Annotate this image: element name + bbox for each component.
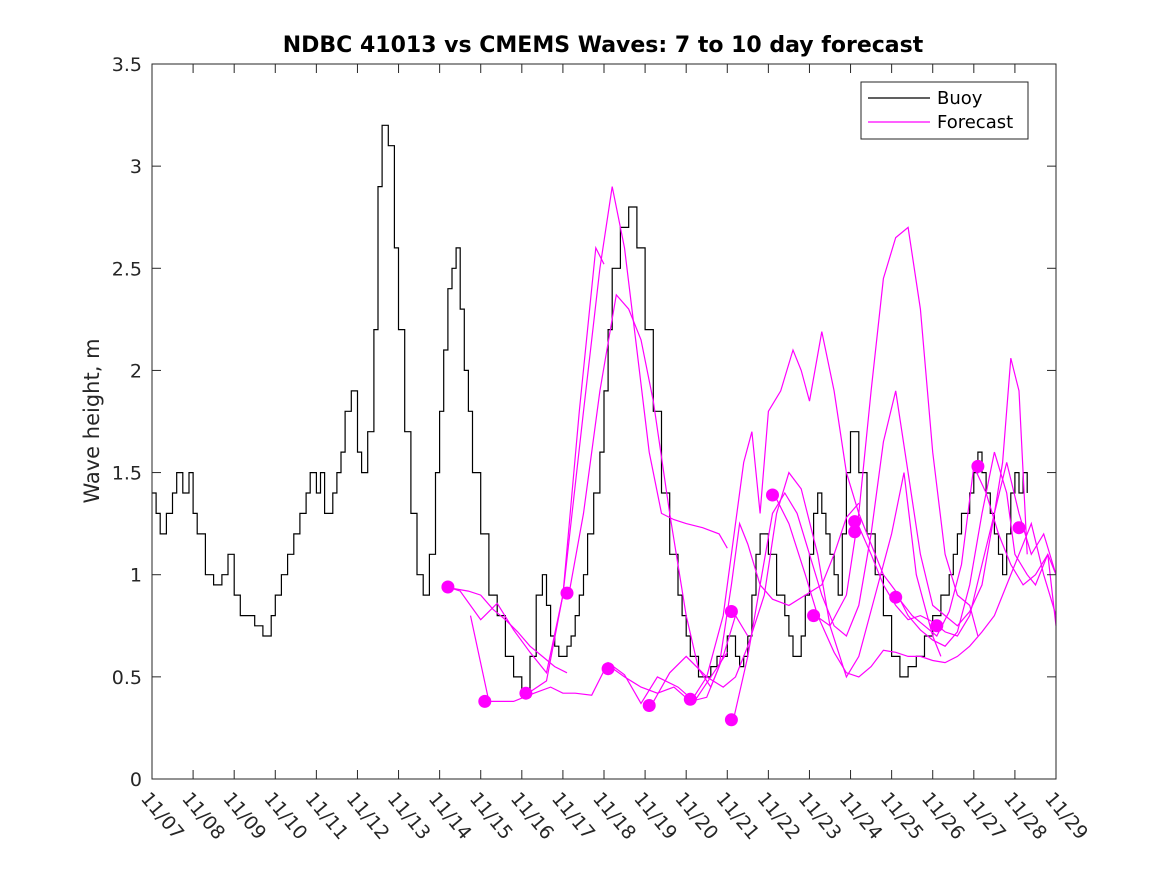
y-tick-label: 1 [130, 565, 142, 587]
forecast-start-point [848, 515, 862, 529]
forecast-start-point [724, 605, 738, 618]
forecast-start-point [930, 619, 944, 633]
series-line-forecast-3 [527, 186, 728, 694]
series-line-forecast-6 [650, 471, 942, 706]
forecast-start-point [519, 686, 533, 700]
y-tick-label: 2.5 [112, 258, 142, 280]
forecast-start-point [1012, 521, 1026, 535]
series-line-forecast-9 [773, 494, 1057, 678]
y-tick-label: 0 [130, 769, 142, 791]
forecast-start-point [889, 590, 903, 604]
series-line-forecast-5 [609, 502, 860, 703]
forecast-start-point [441, 580, 455, 594]
legend: Buoy Forecast [860, 81, 1029, 140]
plot-area [152, 124, 1057, 727]
legend-label-buoy: Buoy [937, 88, 983, 109]
forecast-start-point [560, 586, 574, 600]
y-tick-label: 2 [130, 360, 142, 382]
forecast-start-point [724, 713, 738, 727]
y-tick-label: 1.5 [112, 463, 142, 485]
forecast-start-point [971, 459, 985, 473]
chart-title: NDBC 41013 vs CMEMS Waves: 7 to 10 day f… [283, 33, 924, 58]
series-line-forecast-12 [897, 464, 1057, 637]
forecast-start-point [478, 694, 492, 708]
legend-box [860, 81, 1029, 140]
forecast-start-point [807, 609, 821, 623]
series-line-forecast-4 [568, 293, 749, 689]
forecast-start-point [683, 692, 697, 706]
series-line-buoy [152, 124, 1028, 698]
series-line-forecast-13 [443, 586, 568, 674]
y-axis-label: Wave height, m [80, 338, 104, 503]
forecast-start-point [848, 525, 862, 539]
forecast-start-point [601, 662, 615, 676]
y-tick-label: 3.5 [112, 54, 142, 76]
legend-label-forecast: Forecast [937, 112, 1013, 133]
series-line-forecast-1 [447, 245, 605, 675]
series-line-forecast-8 [732, 390, 1057, 720]
y-tick-label: 0.5 [112, 667, 142, 689]
forecast-start-point [642, 699, 656, 712]
y-tick-label: 3 [130, 156, 142, 178]
forecast-start-point [766, 488, 779, 502]
